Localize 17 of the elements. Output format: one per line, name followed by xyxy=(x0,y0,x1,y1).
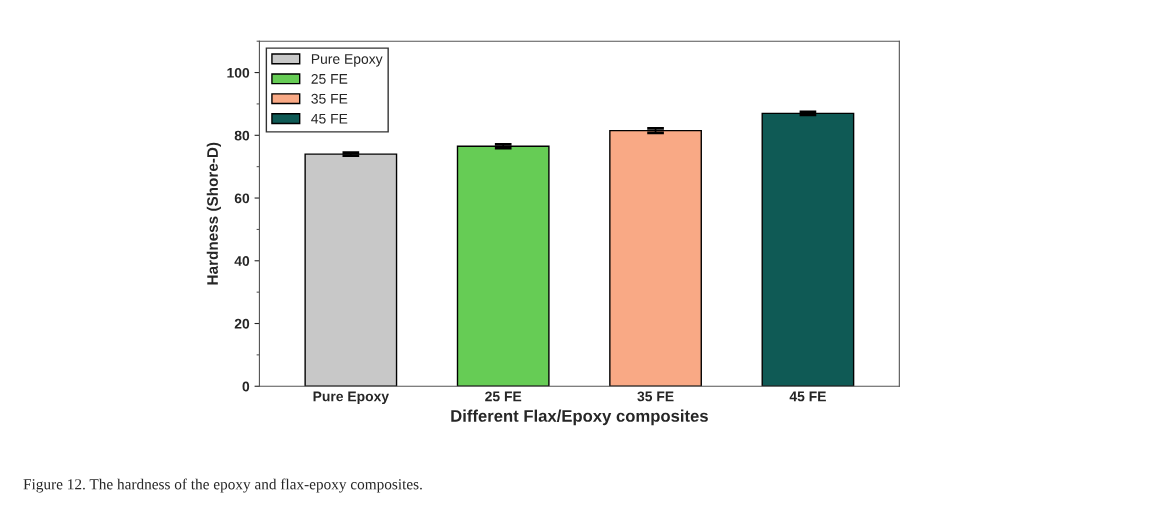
y-tick-label: 80 xyxy=(234,130,250,141)
legend-label: 25 FE xyxy=(311,73,348,84)
y-tick-label: 20 xyxy=(234,318,250,329)
x-tick-label: 45 FE xyxy=(789,391,826,402)
x-tick-label: 25 FE xyxy=(485,391,522,402)
y-tick-label: 60 xyxy=(234,193,250,204)
x-axis-title: Different Flax/Epoxy composites xyxy=(451,409,708,426)
caption: Figure 12. The hardness of the epoxy and flax-epoxy composites. xyxy=(23,478,422,493)
y-axis-title: Hardness (Shore-D) xyxy=(206,142,221,285)
x-tick-label: Pure Epoxy xyxy=(313,391,389,405)
legend-label: 45 FE xyxy=(311,113,348,124)
y-tick-label: 100 xyxy=(227,67,250,78)
y-tick-label: 0 xyxy=(242,381,250,392)
legend-label: Pure Epoxy xyxy=(311,54,383,67)
legend-label: 35 FE xyxy=(311,93,348,104)
y-tick-label: 40 xyxy=(234,256,250,266)
x-tick-label: 35 FE xyxy=(637,391,674,402)
